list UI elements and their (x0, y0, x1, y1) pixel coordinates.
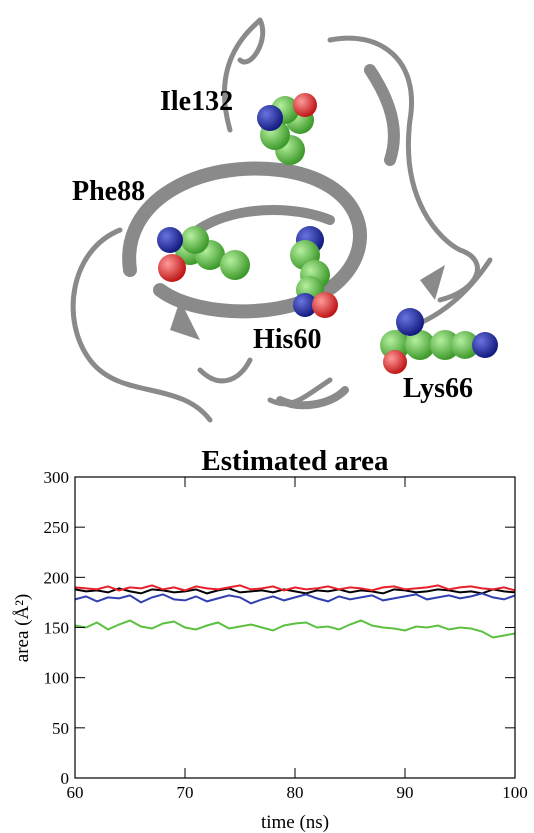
x-tick-label: 60 (67, 783, 84, 802)
x-tick-label: 90 (397, 783, 414, 802)
y-tick-label: 150 (44, 619, 70, 638)
x-tick-label: 80 (287, 783, 304, 802)
plot-frame (74, 476, 516, 779)
y-tick-label: 200 (44, 568, 70, 587)
sphere-his60 (290, 226, 338, 318)
residue-label: Ile132 (160, 86, 233, 117)
y-tick-label: 100 (44, 669, 70, 688)
sphere-phe88 (157, 226, 250, 282)
y-tick-label: 300 (44, 468, 70, 487)
x-axis-label: time (ns) (261, 812, 329, 833)
data-line (74, 619, 516, 639)
x-tick-label: 100 (502, 783, 528, 802)
sphere-ile132 (257, 93, 317, 165)
data-line (74, 592, 516, 605)
y-axis-label: area (Å²) (12, 594, 33, 662)
data-line (74, 584, 516, 592)
y-tick-label: 0 (61, 769, 70, 788)
residue-label: His60 (253, 324, 321, 355)
data-line (74, 587, 516, 595)
residue-label: Lys66 (403, 373, 473, 404)
protein-structure: Ile132 Phe88 His60 Lys66 (70, 17, 498, 423)
chart-title: Estimated area (201, 445, 389, 477)
sphere-lys66 (380, 308, 498, 374)
residue-label: Phe88 (72, 176, 145, 207)
x-tick-label: 70 (177, 783, 194, 802)
y-tick-label: 250 (44, 518, 70, 537)
y-tick-label: 50 (52, 719, 69, 738)
